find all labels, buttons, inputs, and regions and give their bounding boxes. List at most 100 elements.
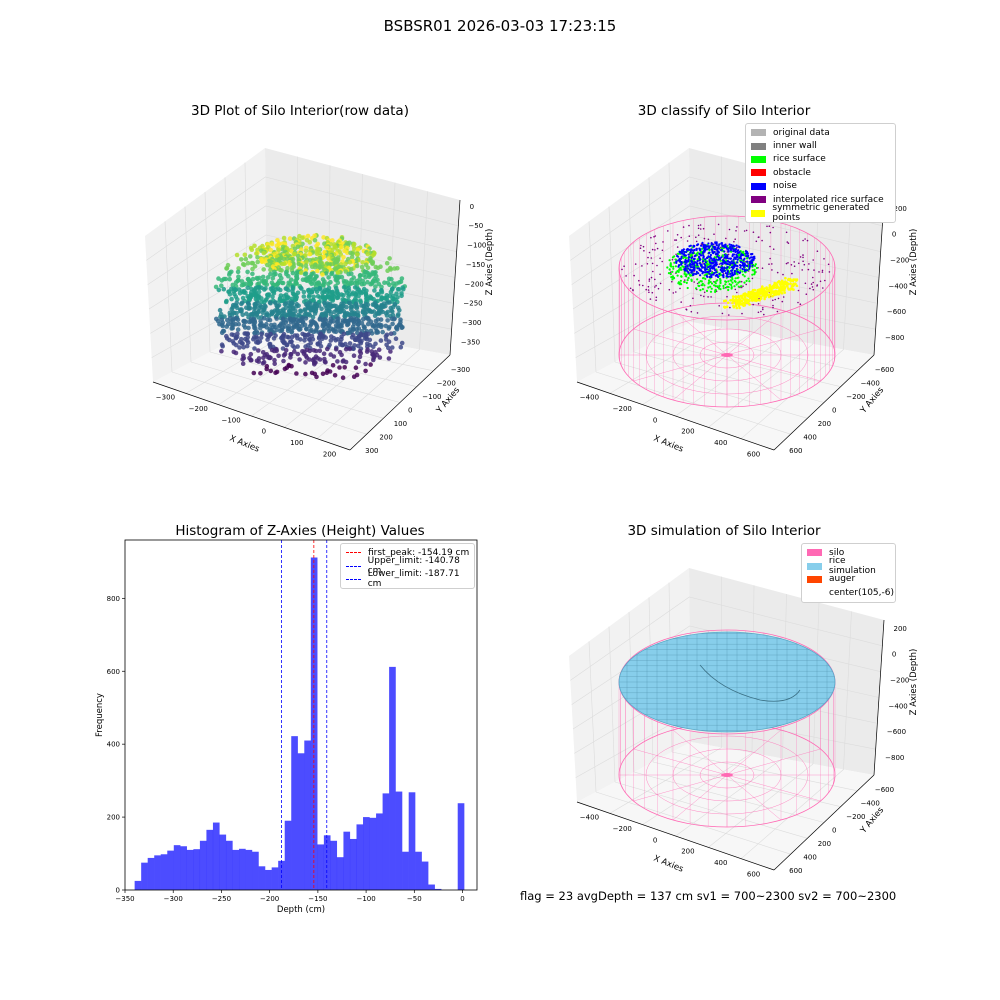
symmetric-point <box>787 288 791 291</box>
symmetric-point <box>736 295 740 299</box>
noise-point <box>733 265 736 268</box>
data-point <box>248 280 253 286</box>
histogram-bar <box>297 753 305 890</box>
rice-surface-point <box>709 290 713 293</box>
legend-label: inner wall <box>773 141 817 152</box>
data-point <box>358 331 364 337</box>
rice-surface-point <box>688 260 692 263</box>
data-point <box>329 252 335 258</box>
symmetric-point <box>747 294 750 298</box>
interpolated-point <box>669 269 671 271</box>
data-point <box>302 338 307 343</box>
data-point <box>365 279 370 285</box>
data-point <box>386 276 392 282</box>
data-point <box>329 271 334 277</box>
data-point <box>245 269 250 275</box>
symmetric-point <box>763 295 766 299</box>
rice-surface-point <box>707 248 710 251</box>
interpolated-point <box>769 295 772 298</box>
data-point <box>369 349 375 354</box>
symmetric-point <box>739 302 742 306</box>
symmetric-point <box>778 287 782 290</box>
data-point <box>279 321 284 326</box>
data-point <box>335 258 340 264</box>
data-point <box>235 269 241 275</box>
data-point <box>283 254 289 259</box>
symmetric-point <box>759 297 763 300</box>
interpolated-point <box>625 275 627 277</box>
z-tick-label: 200 <box>894 625 907 633</box>
data-point <box>259 330 265 335</box>
data-point <box>242 252 248 258</box>
data-point <box>313 262 318 267</box>
z-tick-label: −50 <box>468 222 483 230</box>
data-point <box>373 270 378 275</box>
data-point <box>315 341 321 347</box>
interpolated-point <box>659 257 661 260</box>
noise-point <box>704 266 707 269</box>
rice-surface-point <box>699 261 702 265</box>
interpolated-point <box>736 246 738 249</box>
grid-line <box>184 206 192 363</box>
data-point <box>329 295 335 301</box>
data-point <box>233 287 238 293</box>
noise-point <box>721 274 724 277</box>
data-point <box>362 336 368 341</box>
data-point <box>268 247 274 253</box>
data-point <box>258 255 264 261</box>
histogram-legend: first_peak: -154.19 cm Upper_limit: -140.… <box>340 543 475 589</box>
data-point <box>345 283 351 289</box>
data-point <box>363 301 369 307</box>
interpolated-point <box>699 224 702 226</box>
data-point <box>249 260 255 266</box>
data-point <box>351 316 357 321</box>
data-point <box>249 247 255 252</box>
data-point <box>272 253 277 258</box>
rice-surface-point <box>697 284 700 287</box>
data-point <box>243 256 249 262</box>
noise-point <box>740 254 743 257</box>
y-tick-label: 0 <box>832 827 836 835</box>
grid-line <box>148 234 456 310</box>
data-point <box>288 258 294 264</box>
noise-point <box>698 259 701 262</box>
data-point <box>287 339 293 345</box>
symmetric-point <box>774 289 777 293</box>
symmetric-point <box>783 286 787 290</box>
grid-line <box>388 182 396 345</box>
histogram-bar <box>421 861 429 890</box>
data-point <box>352 311 358 317</box>
histogram-bar <box>291 736 298 890</box>
x-tick-label: 600 <box>747 450 760 458</box>
noise-point <box>731 253 735 256</box>
noise-point <box>748 264 752 268</box>
rice-surface-point <box>717 244 721 247</box>
x-tick-label: −50 <box>407 895 422 903</box>
data-point <box>268 300 273 306</box>
data-point <box>227 313 233 318</box>
interpolated-point <box>768 263 770 266</box>
symmetric-point <box>742 304 745 308</box>
data-point <box>290 325 295 331</box>
data-point <box>243 331 249 336</box>
back-left-pane <box>569 148 691 382</box>
symmetric-point <box>743 301 746 305</box>
noise-point <box>709 267 712 270</box>
data-point <box>287 312 292 318</box>
histogram-bar <box>428 884 435 890</box>
data-point <box>285 295 290 301</box>
data-point <box>272 284 278 289</box>
interpolated-point <box>641 265 643 267</box>
data-point <box>313 262 318 268</box>
data-point <box>240 361 246 367</box>
data-point <box>345 319 350 324</box>
symmetric-point <box>784 281 787 285</box>
data-point <box>310 337 316 342</box>
noise-point <box>714 242 717 245</box>
data-point <box>365 244 371 249</box>
data-point <box>340 375 346 381</box>
symmetric-point <box>751 293 755 297</box>
rice-surface-point <box>732 265 735 268</box>
data-point <box>303 353 309 359</box>
interpolated-point <box>720 264 723 267</box>
